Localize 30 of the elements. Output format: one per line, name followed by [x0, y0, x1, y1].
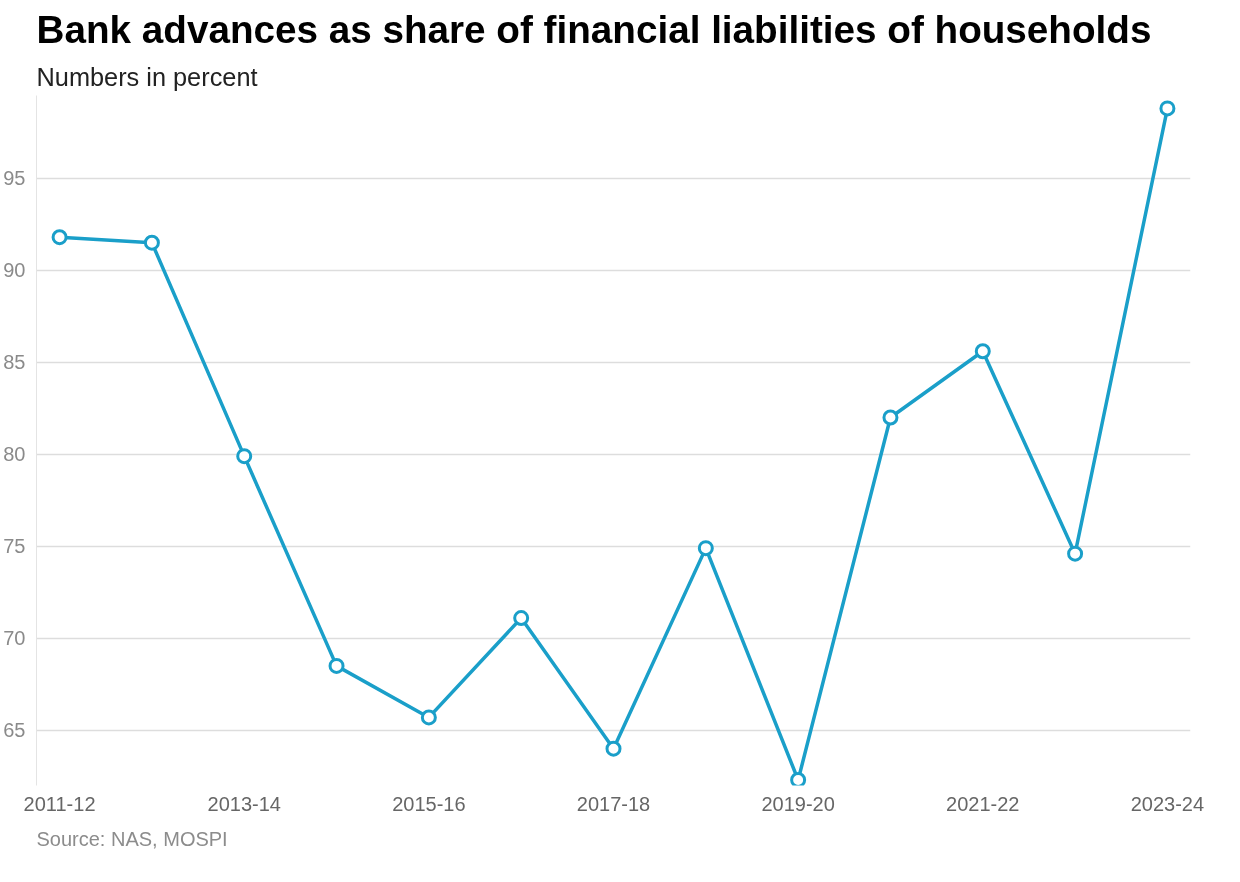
- point: [513, 610, 530, 627]
- chart-title: Bank advances as share of financial liabilities of households: [36, 7, 1152, 51]
- point: [790, 771, 807, 786]
- point: [236, 448, 253, 465]
- point: [420, 709, 437, 726]
- y-tick-label: 90: [3, 259, 26, 282]
- y-tick-label: 75: [3, 535, 26, 558]
- x-tick-label: 2015-16: [392, 792, 466, 815]
- point: [1159, 100, 1176, 117]
- point: [328, 657, 345, 674]
- x-tick-label: 2017-18: [576, 792, 651, 815]
- y-tick-label: 65: [3, 719, 26, 742]
- source-note: Source: NAS, MOSPI: [36, 828, 228, 850]
- y-tick-label: 80: [3, 443, 26, 466]
- chart-subtitle: Numbers in percent: [36, 62, 258, 91]
- x-tick-label: 2019-20: [761, 792, 835, 815]
- x-tick-label: 2021-22: [946, 792, 1020, 815]
- x-tick-label: 2013-14: [207, 792, 281, 815]
- x-tick-label: 2023-24: [1130, 792, 1205, 815]
- point: [1067, 545, 1084, 562]
- point: [605, 740, 622, 757]
- y-tick-label: 70: [3, 627, 26, 650]
- y-tick-label: 95: [3, 167, 26, 190]
- y-tick-label: 85: [3, 351, 26, 374]
- point: [974, 343, 991, 360]
- x-tick-label: 2011-12: [23, 792, 96, 815]
- point: [51, 229, 68, 246]
- point: [143, 234, 160, 251]
- point: [697, 540, 714, 557]
- point: [882, 409, 899, 426]
